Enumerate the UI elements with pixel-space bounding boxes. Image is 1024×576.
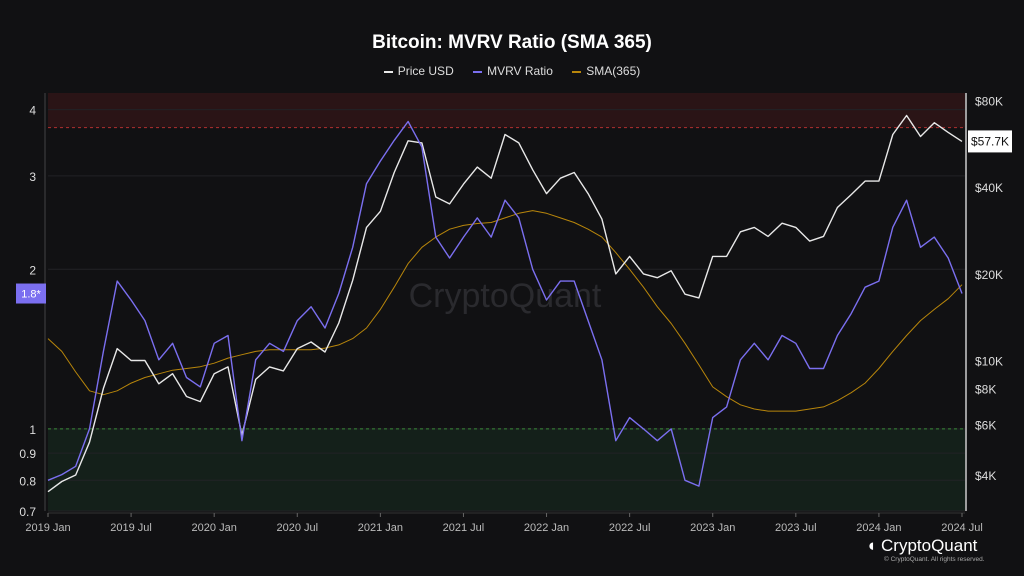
right-tick-label: $20K: [975, 268, 1003, 282]
watermark: CryptoQuant: [409, 277, 602, 315]
x-tick-label: 2019 Jan: [25, 522, 70, 534]
legend-label: MVRV Ratio: [487, 64, 553, 78]
legend-item-mvrv[interactable]: MVRV Ratio: [473, 64, 553, 78]
left-tick-label: 0.9: [19, 447, 36, 461]
x-tick-label: 2022 Jul: [609, 522, 651, 534]
x-tick-label: 2021 Jul: [443, 522, 485, 534]
x-tick-label: 2023 Jan: [690, 522, 735, 534]
x-tick-label: 2020 Jul: [276, 522, 318, 534]
left-tick-label: 0.8: [19, 474, 36, 488]
right-tick-label: $4K: [975, 469, 996, 483]
current-price-label: $57.7K: [971, 134, 1009, 148]
legend-swatch: [572, 70, 582, 73]
x-tick-label: 2023 Jul: [775, 522, 817, 534]
right-tick-label: $8K: [975, 382, 996, 396]
left-tick-label: 1: [29, 423, 36, 437]
right-tick-label: $40K: [975, 181, 1003, 195]
x-tick-label: 2021 Jan: [358, 522, 403, 534]
chart-title: Bitcoin: MVRV Ratio (SMA 365): [372, 32, 652, 53]
right-tick-label: $80K: [975, 95, 1003, 109]
x-tick-label: 2022 Jan: [524, 522, 569, 534]
undervalued-zone: [48, 428, 965, 511]
right-tick-label: $10K: [975, 355, 1003, 369]
cryptoquant-logo: ◖ CryptoQuant: [866, 536, 977, 556]
legend-swatch: [473, 70, 483, 73]
legend: Price USD MVRV Ratio SMA(365): [0, 64, 1024, 78]
logo-icon: ◖: [866, 536, 881, 555]
current-mvrv-label: 1.8*: [21, 289, 41, 301]
current-price-badge: [968, 130, 1012, 153]
x-tick-label: 2024 Jul: [941, 522, 983, 534]
legend-item-sma[interactable]: SMA(365): [572, 64, 640, 78]
overvalued-zone: [48, 93, 965, 128]
x-tick-label: 2024 Jan: [856, 522, 901, 534]
left-tick-label: 0.7: [19, 505, 36, 519]
legend-label: SMA(365): [586, 64, 641, 78]
legend-item-price[interactable]: Price USD: [383, 64, 454, 78]
x-tick-label: 2019 Jul: [110, 522, 152, 534]
left-tick-label: 3: [29, 170, 36, 184]
left-tick-label: 4: [29, 104, 36, 118]
legend-swatch: [383, 70, 393, 73]
copyright: © CryptoQuant. All rights reserved.: [884, 556, 985, 563]
x-tick-label: 2020 Jan: [192, 522, 237, 534]
current-mvrv-badge: [16, 283, 46, 304]
left-tick-label: 2: [29, 263, 36, 277]
right-tick-label: $6K: [975, 418, 996, 432]
logo-text: CryptoQuant: [881, 536, 978, 555]
legend-label: Price USD: [397, 64, 454, 78]
